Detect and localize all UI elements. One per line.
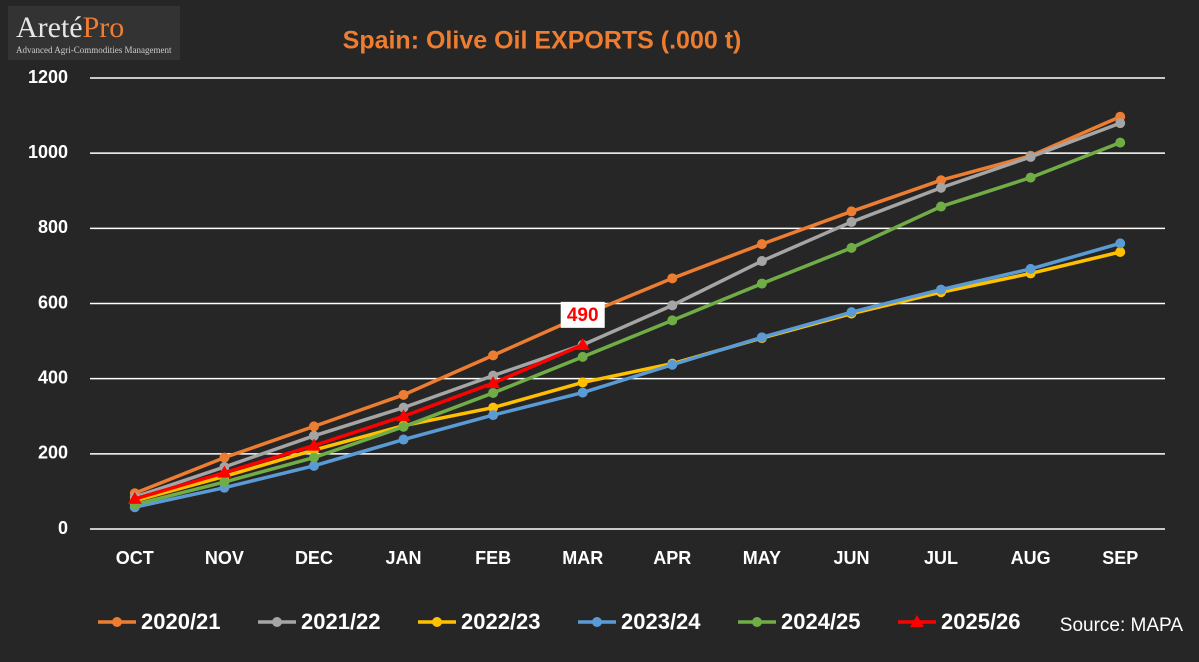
data-point	[577, 387, 588, 398]
x-tick-label: DEC	[295, 548, 333, 568]
y-tick-label: 800	[38, 217, 68, 237]
data-point	[308, 430, 319, 441]
legend-marker	[272, 617, 282, 627]
source: Source: MAPA	[1060, 615, 1184, 636]
data-point	[488, 370, 499, 381]
data-point	[1025, 172, 1036, 183]
y-tick-label: 0	[58, 518, 68, 538]
series-line	[134, 115, 1121, 495]
data-point	[756, 332, 767, 343]
data-point	[488, 402, 499, 413]
series-line	[134, 121, 1121, 499]
legend-marker	[910, 615, 924, 627]
y-tick-label: 1200	[28, 67, 68, 87]
data-point	[936, 182, 947, 193]
data-point	[1025, 263, 1036, 274]
data-point	[1115, 238, 1126, 249]
series-line	[134, 250, 1121, 503]
x-tick-label: AUG	[1011, 548, 1051, 568]
data-point	[488, 410, 499, 421]
data-point	[486, 376, 501, 389]
data-point	[577, 351, 588, 362]
x-tick-label: FEB	[475, 548, 511, 568]
data-point	[846, 216, 857, 227]
data-point	[667, 273, 678, 284]
legend-label: 2025/26	[941, 609, 1021, 634]
x-tick-label: MAY	[743, 548, 781, 568]
data-point	[217, 465, 232, 478]
y-tick-label: 400	[38, 367, 68, 387]
data-point	[1115, 137, 1126, 148]
data-point	[846, 307, 857, 318]
data-point	[219, 477, 230, 488]
logo-box	[8, 6, 180, 60]
legend-marker	[112, 617, 122, 627]
y-tick-label: 200	[38, 443, 68, 463]
logo-name: AretéPro	[16, 11, 124, 44]
data-point	[577, 377, 588, 388]
data-point	[575, 337, 590, 350]
legend-label: 2023/24	[621, 609, 701, 634]
data-point	[488, 350, 499, 361]
data-point	[219, 452, 230, 463]
data-point	[398, 421, 409, 432]
legend-marker	[592, 617, 602, 627]
data-label: 490	[567, 305, 599, 326]
legend-label: 2021/22	[301, 609, 381, 634]
data-point	[308, 452, 319, 463]
series-line	[134, 343, 584, 501]
series-line	[134, 241, 1121, 509]
data-point	[398, 402, 409, 413]
y-tick-label: 1000	[28, 142, 68, 162]
y-tick-label: 600	[38, 292, 68, 312]
data-point	[756, 256, 767, 267]
x-tick-label: MAR	[562, 548, 603, 568]
data-label-box	[560, 301, 605, 328]
x-tick-label: JUL	[924, 548, 958, 568]
x-tick-label: OCT	[116, 548, 154, 568]
x-tick-label: APR	[653, 548, 691, 568]
data-point	[936, 284, 947, 295]
data-point	[1115, 247, 1126, 258]
data-point	[667, 315, 678, 326]
legend-marker	[752, 617, 762, 627]
data-point	[936, 175, 947, 186]
data-point	[398, 389, 409, 400]
data-point	[127, 491, 142, 504]
logo-tagline: Advanced Agri-Commodities Management	[16, 45, 172, 55]
data-point	[756, 239, 767, 250]
series-line	[134, 141, 1121, 507]
legend-marker	[432, 617, 442, 627]
data-point	[667, 359, 678, 370]
x-tick-label: SEP	[1102, 548, 1138, 568]
data-point	[306, 438, 321, 451]
logo-accent: Pro	[83, 11, 125, 44]
data-point	[846, 206, 857, 217]
logo-name-main: Areté	[16, 11, 83, 44]
data-point	[1025, 151, 1036, 162]
data-point	[756, 278, 767, 289]
data-point	[936, 201, 947, 212]
data-point	[1115, 118, 1126, 129]
x-tick-label: JUN	[833, 548, 869, 568]
legend-label: 2020/21	[141, 609, 221, 634]
chart-title: Spain: Olive Oil EXPORTS (.000 t)	[343, 27, 742, 55]
data-point	[308, 460, 319, 471]
data-point	[398, 434, 409, 445]
data-point	[667, 300, 678, 311]
data-point	[396, 409, 411, 422]
legend-label: 2024/25	[781, 609, 861, 634]
legend-label: 2022/23	[461, 609, 541, 634]
data-point	[488, 387, 499, 398]
data-point	[308, 421, 319, 432]
x-tick-label: JAN	[386, 548, 422, 568]
x-tick-label: NOV	[205, 548, 244, 568]
data-point	[846, 242, 857, 253]
